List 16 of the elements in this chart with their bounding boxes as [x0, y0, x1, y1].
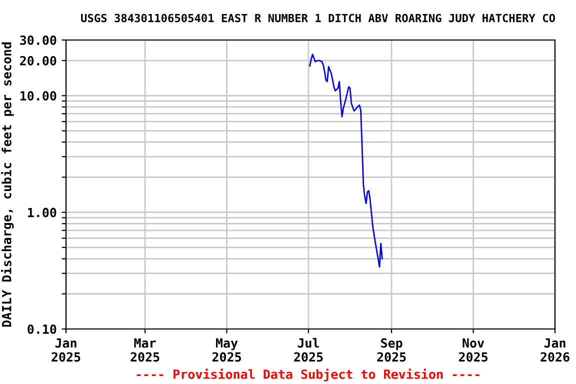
line-series [309, 54, 383, 268]
x-tick-label: Sep 2025 [377, 338, 406, 362]
y-tick-label: 1.00 [28, 208, 56, 218]
x-tick-label: May 2025 [212, 338, 241, 362]
x-tick-label: Jan 2025 [52, 338, 80, 362]
text: ---- Provisional Data Subject to Revision ---- [136, 368, 480, 382]
x-tick-label: Jul 2025 [294, 338, 323, 362]
y-tick-label: 30.00 [20, 35, 56, 45]
x-tick-label: Nov 2025 [458, 338, 488, 362]
x-tick-label: Mar 2025 [130, 338, 160, 362]
y-tick-label: 20.00 [20, 56, 56, 66]
y-axis-title: DAILY Discharge, cubic feet per second [1, 42, 14, 327]
y-tick-label: 0.10 [28, 324, 56, 334]
y-tick-label: 10.00 [20, 91, 56, 101]
x-tick-label: Jan 2026 [540, 338, 570, 362]
chart-title: USGS 384301106505401 EAST R NUMBER 1 DITCH ABV ROARING JUDY HATCHERY CO [81, 14, 555, 22]
